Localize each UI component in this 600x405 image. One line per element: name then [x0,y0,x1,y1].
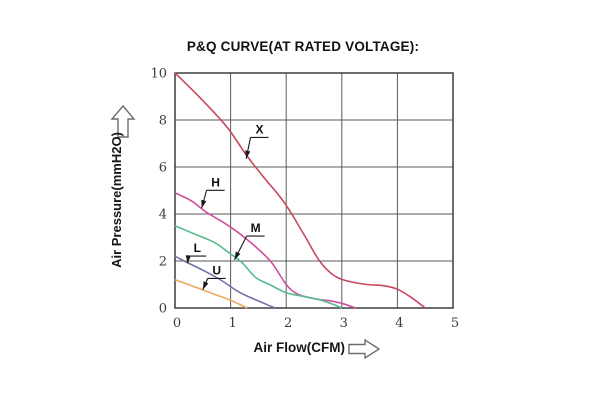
x-tick-label: 5 [451,316,459,331]
curve-M [175,226,342,308]
x-axis-label: Air Flow(CFM) [200,340,345,358]
y-tick-label: 8 [159,114,167,129]
curve-H [175,193,356,308]
x-tick-label: 4 [395,316,403,331]
curve-label-M: M [251,221,261,235]
chart-title: P&Q CURVE(AT RATED VOLTAGE): [150,39,456,54]
curve-U [175,280,247,308]
x-tick-label: 0 [173,316,181,331]
curve-label-U: U [212,263,221,277]
y-tick-label: 4 [159,208,167,223]
plot-generated: 0 2 4 6 8 10 0 1 2 3 4 5 X H M LU [150,67,459,332]
x-tick-label: 1 [228,316,236,331]
label-leader-arrowhead [203,281,209,289]
curve-label-H: H [211,175,220,189]
x-tick-label: 3 [340,316,348,331]
y-tick-label: 2 [159,255,167,270]
y-tick-label: 10 [150,67,167,82]
x-tick-label: 2 [284,316,292,331]
y-axis-label: Air Pressure(mmH2O) [109,120,127,280]
right-arrow-icon [349,340,379,358]
curve-label-L: L [194,241,201,255]
y-tick-label: 6 [159,161,167,176]
y-tick-label: 0 [159,302,167,317]
curve-L [175,256,275,308]
curve-label-X: X [256,122,264,136]
label-leader-arrowhead [201,200,206,208]
